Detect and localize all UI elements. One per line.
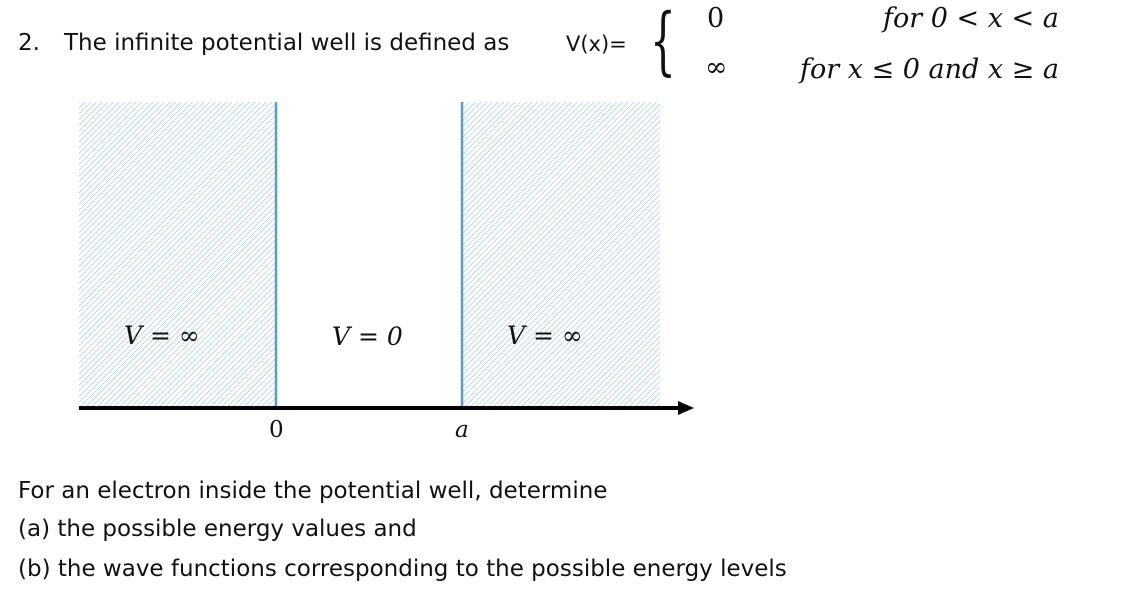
case-value-2: ∞ (705, 52, 728, 83)
cases-brace: { (650, 0, 676, 84)
potential-function-label: V(x)= (566, 32, 627, 56)
case-value-1: 0 (707, 3, 725, 34)
right-region-label: V = ∞ (507, 321, 583, 350)
body-line-3: (b) the wave functions corresponding to … (18, 556, 787, 582)
body-line-1: For an electron inside the potential wel… (18, 478, 608, 504)
potential-well-diagram: V = ∞ V = 0 V = ∞ 0 a (79, 102, 694, 443)
axis-tick-a: a (455, 417, 469, 443)
x-axis-arrowhead (678, 401, 694, 415)
case-condition-2: for x ≤ 0 and x ≥ a (800, 54, 1059, 85)
axis-tick-zero: 0 (269, 417, 284, 443)
question-intro: The infinite potential well is defined a… (64, 30, 510, 56)
left-barrier-region (79, 102, 276, 408)
left-region-label: V = ∞ (124, 321, 200, 350)
case-condition-1: for 0 < x < a (883, 3, 1059, 34)
middle-region-label: V = 0 (332, 322, 403, 351)
body-line-2: (a) the possible energy values and (18, 516, 417, 542)
question-number: 2. (18, 30, 40, 56)
right-barrier-region (462, 102, 660, 408)
